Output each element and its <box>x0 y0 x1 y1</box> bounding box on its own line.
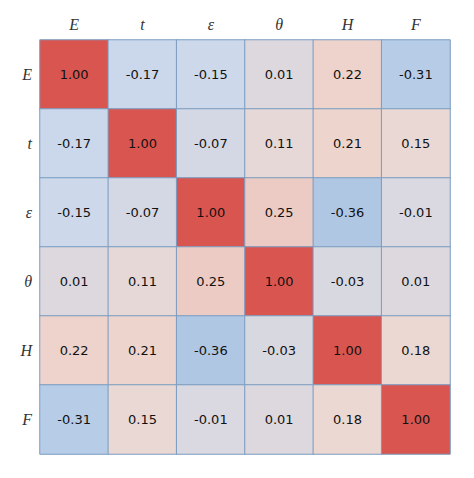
svg-text:1.00: 1.00 <box>401 412 430 427</box>
svg-text:ε: ε <box>26 204 33 221</box>
svg-text:0.11: 0.11 <box>265 136 294 151</box>
svg-text:-0.07: -0.07 <box>194 136 228 151</box>
svg-text:-0.17: -0.17 <box>126 67 160 82</box>
svg-text:0.18: 0.18 <box>333 412 362 427</box>
svg-text:0.11: 0.11 <box>128 274 157 289</box>
svg-text:1.00: 1.00 <box>265 274 294 289</box>
svg-text:0.01: 0.01 <box>265 67 294 82</box>
svg-text:0.25: 0.25 <box>265 205 294 220</box>
svg-text:0.15: 0.15 <box>401 136 430 151</box>
svg-text:E: E <box>68 16 79 33</box>
svg-text:-0.17: -0.17 <box>57 136 91 151</box>
svg-text:H: H <box>19 342 33 359</box>
svg-text:-0.31: -0.31 <box>399 67 433 82</box>
svg-text:-0.03: -0.03 <box>262 343 296 358</box>
svg-text:-0.01: -0.01 <box>399 205 433 220</box>
svg-text:F: F <box>21 411 32 428</box>
svg-text:-0.15: -0.15 <box>57 205 91 220</box>
svg-text:0.25: 0.25 <box>196 274 225 289</box>
svg-text:t: t <box>140 16 145 33</box>
svg-text:ε: ε <box>208 16 215 33</box>
svg-text:-0.36: -0.36 <box>194 343 228 358</box>
svg-text:F: F <box>410 16 421 33</box>
svg-text:θ: θ <box>275 16 283 33</box>
svg-text:0.22: 0.22 <box>333 67 362 82</box>
svg-text:θ: θ <box>24 273 32 290</box>
svg-text:E: E <box>21 66 32 83</box>
svg-text:0.18: 0.18 <box>401 343 430 358</box>
svg-text:-0.07: -0.07 <box>126 205 160 220</box>
svg-text:-0.31: -0.31 <box>57 412 91 427</box>
svg-text:0.01: 0.01 <box>401 274 430 289</box>
svg-text:0.21: 0.21 <box>333 136 362 151</box>
svg-text:H: H <box>341 16 355 33</box>
svg-text:-0.36: -0.36 <box>331 205 365 220</box>
svg-text:0.15: 0.15 <box>128 412 157 427</box>
svg-text:1.00: 1.00 <box>60 67 89 82</box>
svg-text:-0.03: -0.03 <box>331 274 365 289</box>
svg-text:0.21: 0.21 <box>128 343 157 358</box>
svg-text:1.00: 1.00 <box>196 205 225 220</box>
svg-text:1.00: 1.00 <box>333 343 362 358</box>
svg-text:-0.15: -0.15 <box>194 67 228 82</box>
svg-text:0.01: 0.01 <box>265 412 294 427</box>
svg-text:t: t <box>28 135 33 152</box>
svg-text:-0.01: -0.01 <box>194 412 228 427</box>
svg-text:0.22: 0.22 <box>60 343 89 358</box>
svg-text:0.01: 0.01 <box>60 274 89 289</box>
svg-text:1.00: 1.00 <box>128 136 157 151</box>
